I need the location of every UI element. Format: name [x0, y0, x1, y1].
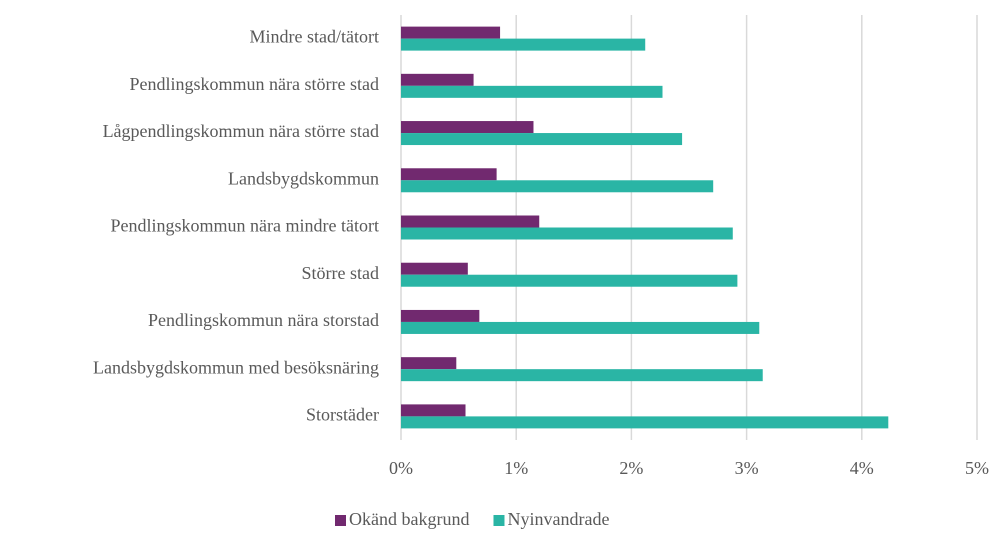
bar — [401, 168, 497, 181]
x-tick-label: 3% — [735, 458, 759, 478]
y-tick-label: Pendlingskommun nära mindre tätort — [111, 216, 379, 236]
x-tick-label: 1% — [504, 458, 528, 478]
legend-label: Nyinvandrade — [507, 509, 609, 529]
bar — [401, 369, 763, 382]
y-tick-label: Pendlingskommun nära storstad — [148, 310, 379, 330]
bar — [401, 215, 540, 228]
bar — [401, 121, 534, 134]
bar — [401, 404, 466, 417]
legend-swatch — [493, 515, 505, 526]
y-tick-label: Pendlingskommun nära större stad — [130, 74, 379, 94]
bar — [401, 274, 738, 287]
y-tick-label: Landsbygdskommun med besöksnäring — [93, 357, 379, 377]
bar — [401, 133, 683, 146]
bar — [401, 180, 714, 193]
bar — [401, 357, 457, 370]
bar — [401, 321, 760, 334]
y-tick-label: Storstäder — [306, 405, 379, 425]
y-tick-label: Mindre stad/tätort — [250, 27, 379, 47]
x-tick-label: 4% — [850, 458, 874, 478]
x-tick-label: 2% — [619, 458, 643, 478]
bar — [401, 85, 663, 98]
bar — [401, 416, 889, 429]
legend-label: Okänd bakgrund — [349, 509, 469, 529]
bar — [401, 38, 646, 51]
y-tick-label: Större stad — [302, 263, 379, 283]
bar — [401, 262, 468, 275]
x-tick-label: 5% — [965, 458, 989, 478]
y-tick-label: Landsbygdskommun — [228, 168, 379, 188]
bar — [401, 227, 733, 240]
bar — [401, 73, 474, 86]
bar — [401, 309, 480, 322]
y-tick-label: Lågpendlingskommun nära större stad — [103, 121, 379, 141]
bar — [401, 26, 501, 39]
legend-swatch — [335, 515, 346, 526]
x-tick-label: 0% — [389, 458, 413, 478]
